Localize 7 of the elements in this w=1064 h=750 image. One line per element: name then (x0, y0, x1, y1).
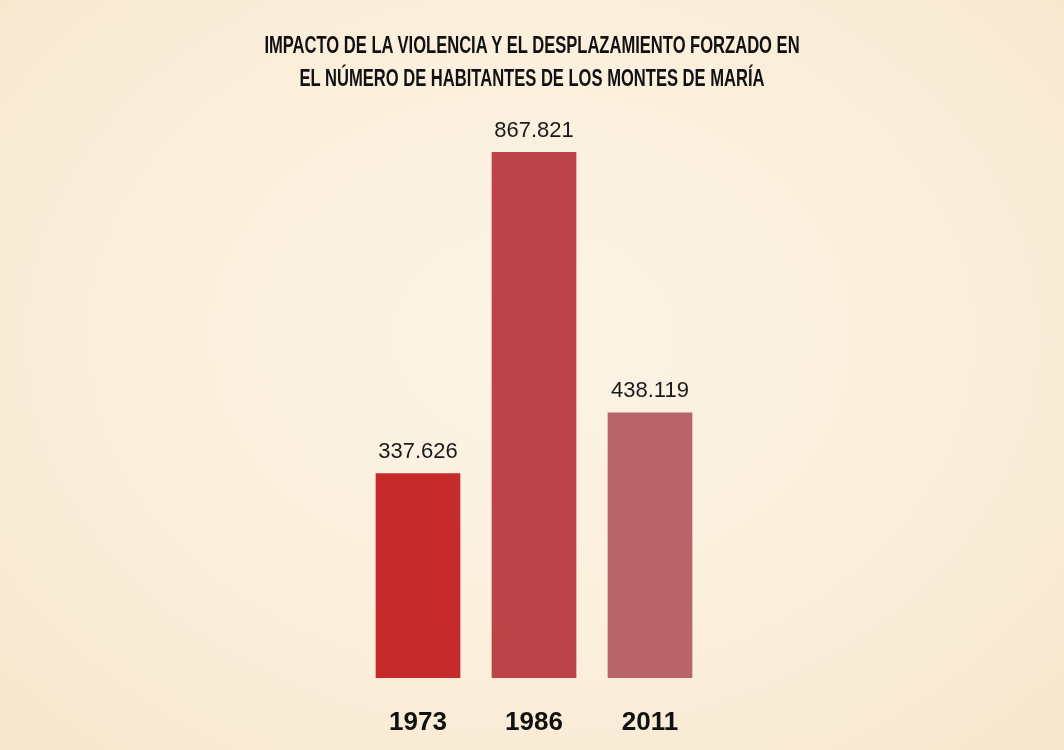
x-tick-label: 1986 (505, 706, 563, 736)
data-label: 438.119 (611, 376, 689, 402)
x-tick-label: 1973 (389, 706, 447, 736)
data-label: 337.626 (378, 437, 458, 463)
data-label: 867.821 (494, 116, 574, 142)
x-tick-label: 2011 (621, 706, 679, 736)
chart-title: IMPACTO DE LA VIOLENCIA Y EL DESPLAZAMIENTO FORZADO EN EL NÚMERO DE HABITANTES DE LOS MONTES DE MARÍA (263, 30, 801, 93)
